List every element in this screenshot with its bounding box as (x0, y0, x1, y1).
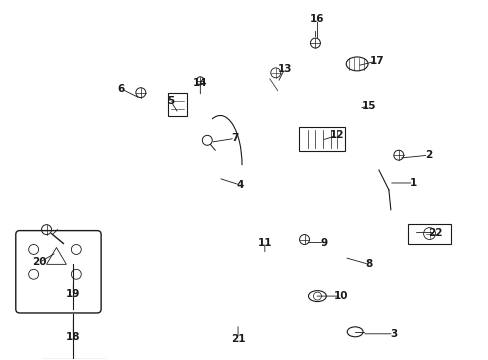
Text: 5: 5 (166, 96, 174, 105)
Text: 17: 17 (369, 56, 384, 66)
Text: 12: 12 (329, 130, 344, 140)
Text: 22: 22 (427, 228, 442, 238)
Text: 16: 16 (309, 14, 324, 24)
Text: 1: 1 (409, 178, 416, 188)
Text: 20: 20 (32, 257, 47, 267)
Text: 9: 9 (320, 238, 327, 248)
Text: 6: 6 (117, 84, 124, 94)
Text: 4: 4 (236, 180, 243, 190)
Text: 10: 10 (333, 291, 348, 301)
Text: 19: 19 (66, 289, 81, 299)
Text: 11: 11 (257, 238, 271, 248)
Text: 14: 14 (193, 78, 207, 88)
Text: 3: 3 (389, 329, 397, 339)
Text: 8: 8 (365, 259, 372, 269)
Text: 13: 13 (277, 64, 291, 74)
Text: 2: 2 (424, 150, 431, 160)
Text: 7: 7 (231, 133, 238, 143)
Text: 21: 21 (230, 334, 245, 344)
Text: 18: 18 (66, 332, 81, 342)
Text: 15: 15 (361, 100, 375, 111)
